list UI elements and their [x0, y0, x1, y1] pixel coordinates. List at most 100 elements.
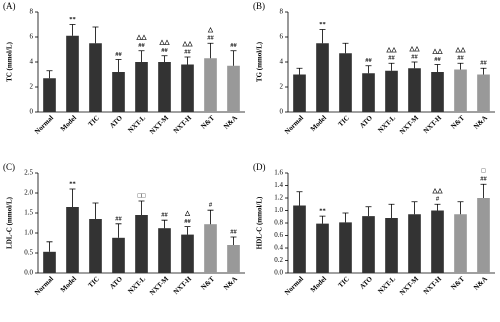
significance-mark: △△	[136, 34, 148, 41]
error-bar	[207, 209, 214, 225]
error-bar	[296, 67, 303, 75]
significance-mark: **	[69, 180, 76, 187]
x-tick-label: NXT-H	[172, 275, 194, 297]
x-tick-label: Normal	[283, 114, 305, 136]
x-tick-label: TIC	[337, 114, 351, 128]
x-tick-label: N&A	[222, 114, 239, 131]
x-tick-label: N&T	[199, 114, 216, 131]
significance-mark: △△	[455, 47, 467, 54]
significance-mark: ##	[207, 35, 214, 42]
bar	[316, 43, 329, 112]
bar	[66, 207, 79, 273]
y-tick-label: 0.6	[274, 231, 283, 239]
y-tick-label: 2.0	[24, 189, 33, 197]
bar	[408, 68, 421, 112]
bar	[43, 251, 56, 273]
significance-mark: #	[436, 196, 440, 203]
bar	[293, 74, 306, 112]
x-tick-label: ATO	[108, 114, 124, 130]
error-bar	[388, 62, 395, 71]
y-tick-label: 6	[30, 33, 34, 41]
bar	[135, 62, 148, 112]
significance-mark: ##	[457, 55, 464, 62]
panel-label: (B)	[253, 1, 265, 11]
bar	[227, 65, 240, 112]
significance-mark: ##	[480, 60, 487, 67]
y-tick-label: 0.0	[24, 269, 33, 277]
bar	[158, 62, 171, 112]
error-bar	[365, 65, 372, 74]
significance-mark: ##	[138, 42, 145, 49]
x-tick-label: N&T	[199, 275, 216, 292]
significance-mark: ##	[388, 55, 395, 62]
significance-mark: △△	[432, 48, 444, 55]
x-tick-label: N&T	[449, 114, 466, 131]
error-bar	[115, 223, 122, 238]
error-bar	[319, 215, 326, 224]
x-tick-label: NXT-M	[148, 275, 170, 297]
error-bar	[434, 64, 441, 72]
x-tick-label: NXT-L	[376, 114, 397, 135]
bar	[454, 69, 467, 112]
bar	[339, 222, 352, 273]
x-tick-label: TIC	[87, 114, 101, 128]
bar	[66, 35, 79, 112]
y-tick-label: 8	[280, 8, 284, 16]
y-tick-label: 4	[30, 58, 34, 66]
panel-label: (D)	[253, 162, 266, 172]
error-bar	[434, 203, 441, 211]
error-bar	[411, 61, 418, 69]
error-bar	[161, 219, 168, 229]
bar	[339, 53, 352, 112]
bar	[431, 210, 444, 273]
y-tick-label: 1.6	[274, 169, 283, 177]
y-tick-label: 0.2	[274, 256, 283, 264]
y-tick-label: 1.0	[24, 229, 33, 237]
significance-mark: △	[184, 210, 191, 217]
significance-mark: △△	[432, 188, 444, 195]
bar	[362, 73, 375, 112]
error-bar	[161, 55, 168, 62]
error-bar	[207, 42, 214, 59]
x-tick-label: N&T	[449, 275, 466, 292]
significance-mark: ##	[184, 48, 191, 55]
significance-mark: □□	[138, 192, 146, 199]
y-tick-label: 0.4	[274, 244, 283, 252]
significance-mark: △△	[159, 39, 171, 46]
y-tick-label: 0	[30, 108, 34, 116]
y-axis-title: LDL-C (mmol/L)	[6, 196, 14, 249]
significance-mark: ##	[161, 47, 168, 54]
bar	[112, 72, 125, 112]
bar	[362, 216, 375, 273]
significance-mark: #	[209, 202, 213, 209]
y-tick-label: 2	[280, 83, 284, 91]
error-bar	[365, 206, 372, 217]
significance-mark: ##	[434, 56, 441, 63]
significance-mark: △△	[386, 47, 398, 54]
error-bar	[69, 24, 76, 36]
significance-mark: △△	[409, 45, 421, 52]
error-bar	[388, 203, 395, 218]
error-bar	[115, 59, 122, 72]
error-bar	[342, 212, 349, 223]
error-bar	[457, 62, 464, 70]
x-tick-label: N&A	[222, 275, 239, 292]
x-tick-label: NXT-L	[126, 275, 147, 296]
error-bar	[92, 202, 99, 219]
x-tick-label: Model	[309, 275, 328, 294]
bar	[385, 218, 398, 273]
significance-mark: ##	[230, 228, 237, 235]
bar	[89, 43, 102, 112]
bar	[477, 74, 490, 112]
x-tick-label: N&A	[472, 275, 489, 292]
y-tick-label: 0.8	[274, 219, 283, 227]
significance-mark: ##	[115, 51, 122, 58]
x-tick-label: NXT-M	[398, 114, 420, 136]
error-bar	[46, 241, 53, 252]
bar	[112, 237, 125, 273]
x-tick-label: NXT-H	[422, 275, 444, 297]
error-bar	[342, 42, 349, 54]
error-bar	[296, 191, 303, 206]
x-tick-label: N&A	[472, 114, 489, 131]
